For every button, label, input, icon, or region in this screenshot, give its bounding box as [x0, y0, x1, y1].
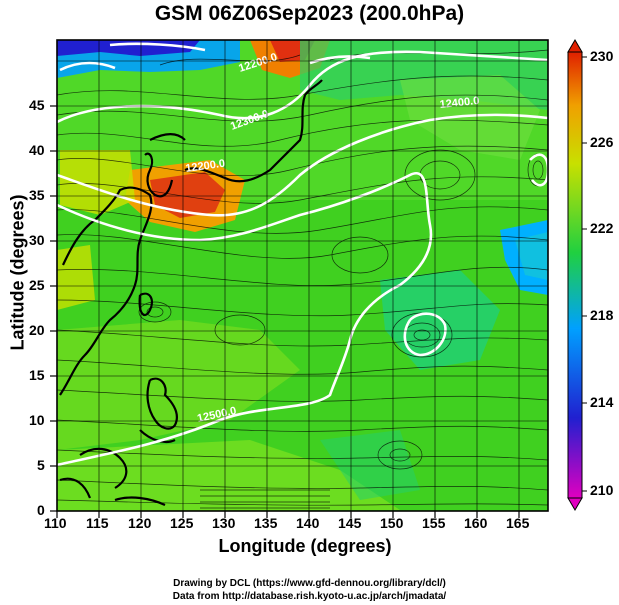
colorbar [567, 39, 587, 511]
x-tick-label: 140 [296, 515, 320, 531]
x-tick-label: 135 [254, 515, 278, 531]
y-tick-label: 30 [29, 232, 45, 248]
y-tick-label: 20 [29, 322, 45, 338]
y-tick-label: 0 [37, 502, 45, 518]
colorbar-bottom-arrow [567, 497, 583, 511]
contour-label: 12200.0 [185, 158, 226, 175]
x-tick-label: 155 [422, 515, 446, 531]
colorbar-tick-label: 222 [590, 220, 614, 236]
y-tick-label: 40 [29, 142, 45, 158]
colorbar-tick-label: 214 [590, 394, 614, 410]
colorbar-tick-label: 230 [590, 48, 614, 64]
grid-lines [57, 40, 548, 511]
colorbar-tick-label: 226 [590, 134, 614, 150]
y-tick-label: 45 [29, 97, 45, 113]
map-title: GSM 06Z06Sep2023 (200.0hPa) [154, 2, 465, 25]
axis-ticks [50, 105, 520, 518]
y-tick-label: 15 [29, 367, 45, 383]
y-tick-label: 5 [37, 457, 45, 473]
x-tick-label: 125 [170, 515, 194, 531]
colorbar-tick-label: 218 [590, 307, 614, 323]
x-tick-label: 120 [128, 515, 152, 531]
credit-line-2: Data from http://database.rish.kyoto-u.a… [172, 591, 447, 602]
x-tick-label: 160 [464, 515, 488, 531]
y-tick-label: 10 [29, 412, 45, 428]
x-tick-label: 130 [212, 515, 236, 531]
contour-label: 12400.0 [439, 95, 480, 111]
x-tick-label: 115 [86, 515, 109, 531]
colorbar-top-arrow [567, 39, 583, 53]
x-tick-label: 110 [44, 515, 67, 531]
y-tick-label: 35 [29, 187, 45, 203]
x-tick-label: 145 [338, 515, 362, 531]
x-tick-label: 165 [506, 515, 530, 531]
y-tick-label: 25 [29, 277, 45, 293]
plot-frame [56, 39, 549, 512]
colorbar-tick-label: 210 [590, 482, 614, 498]
x-tick-label: 150 [380, 515, 404, 531]
coastlines [59, 79, 323, 506]
x-axis-label: Longitude (degrees) [218, 536, 392, 556]
colorbar-bar [567, 51, 583, 499]
credit-line-1: Drawing by DCL (https://www.gfd-dennou.o… [173, 578, 446, 589]
height-contours [57, 42, 548, 467]
